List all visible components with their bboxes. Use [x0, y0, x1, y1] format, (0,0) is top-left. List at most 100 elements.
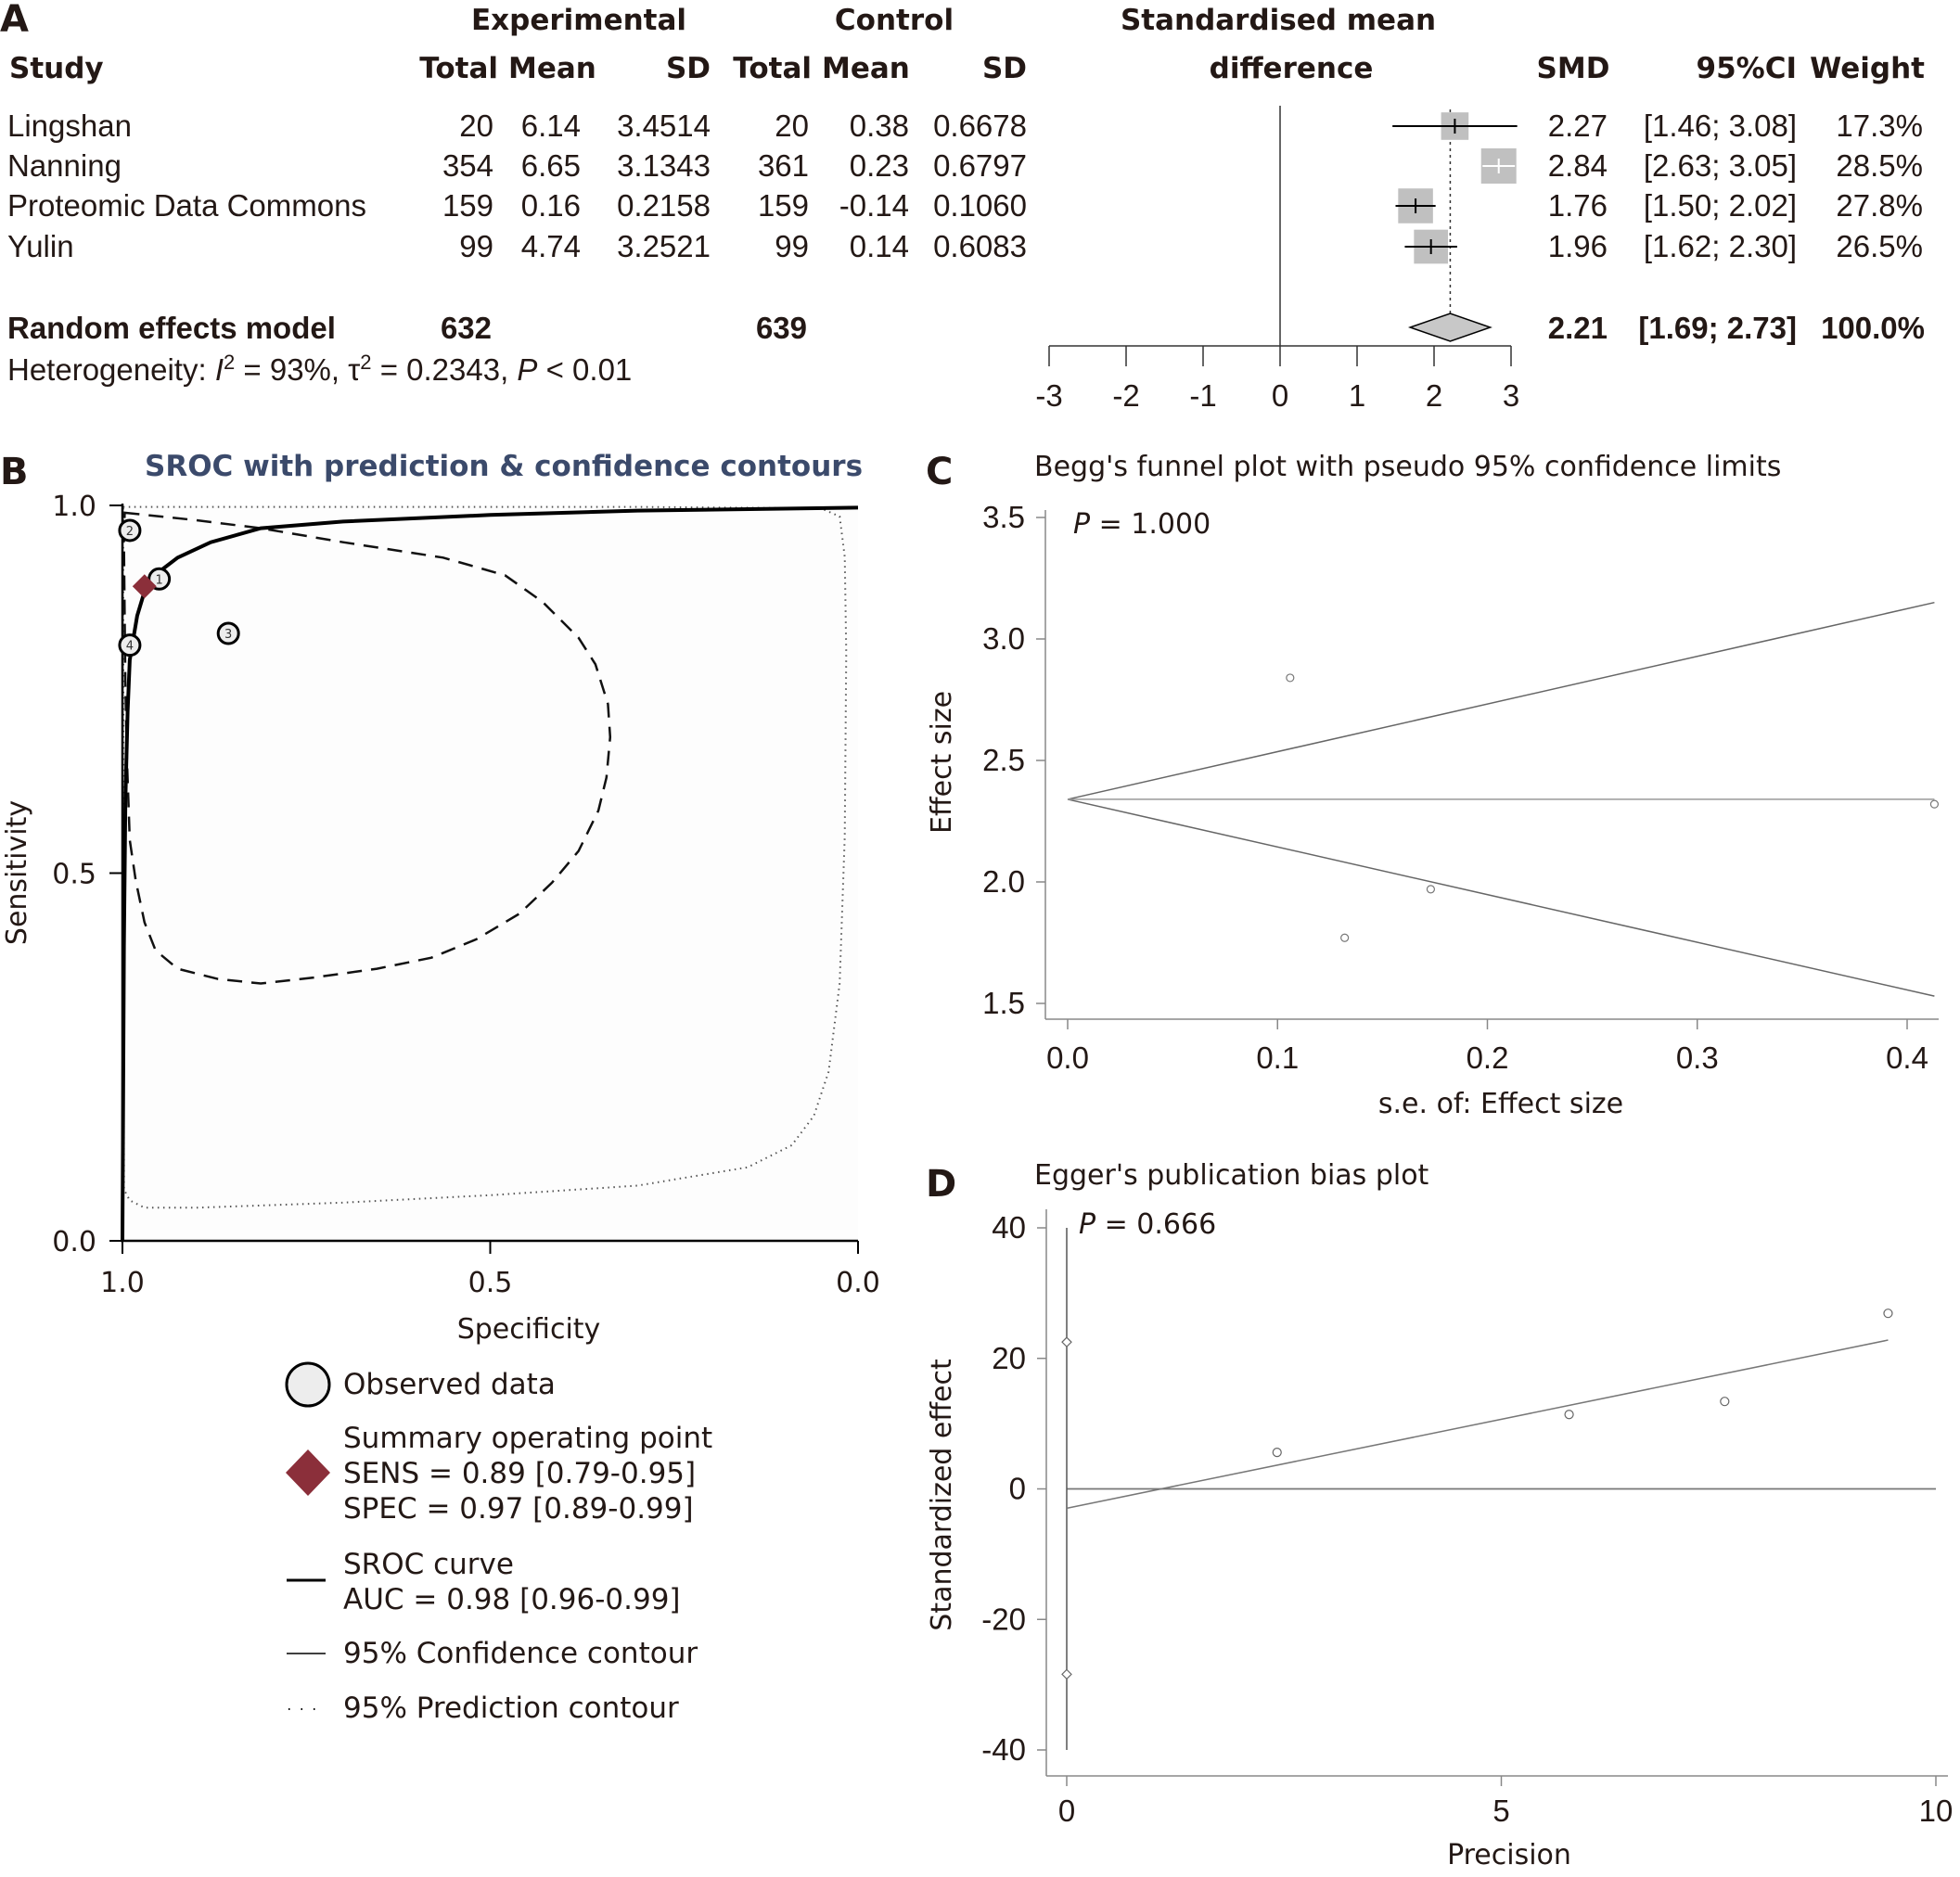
p-value: < 0.01	[537, 352, 632, 387]
smd-value: 2.84	[1548, 148, 1608, 183]
header-ctrl-total: Total	[733, 52, 812, 85]
egger-regression-line	[1066, 1339, 1889, 1510]
exp-mean: 0.16	[521, 188, 581, 223]
forest-x-tick-label: 0	[1272, 378, 1288, 413]
exp-sd: 0.2158	[617, 188, 711, 223]
forest-x-tick-label: -2	[1112, 378, 1139, 413]
ctrl-total: 159	[758, 188, 809, 223]
sroc-y-tick-label: 0.0	[52, 1226, 96, 1258]
begg-p-value: = 1.000	[1090, 508, 1211, 541]
legend-summary-line3: SPEC = 0.97 [0.89-0.99]	[343, 1492, 694, 1526]
exp-mean: 6.65	[521, 148, 581, 183]
summary-smd: 2.21	[1548, 311, 1608, 345]
header-exp-total: Total	[419, 52, 498, 85]
exp-total: 159	[442, 188, 493, 223]
sroc-x-axis-title: Specificity	[457, 1313, 601, 1346]
begg-y-tick-label: 2.5	[982, 743, 1025, 777]
weight-value: 26.5%	[1836, 229, 1923, 263]
smd-value: 1.76	[1548, 188, 1608, 223]
p-symbol: P	[517, 352, 537, 387]
legend-sroc-curve-line1: SROC curve	[343, 1548, 514, 1581]
egger-y-tick-label: 0	[1009, 1472, 1026, 1506]
ci-value: [1.50; 2.02]	[1644, 188, 1797, 223]
egger-x-tick-label: 10	[1919, 1794, 1954, 1828]
ci-value: [1.46; 3.08]	[1644, 109, 1797, 143]
begg-title: Begg's funnel plot with pseudo 95% confi…	[1034, 451, 1781, 483]
sroc-observed-point: 4	[118, 633, 142, 658]
sroc-summary-point	[132, 574, 157, 599]
header-smd: SMD	[1537, 52, 1610, 85]
smd-value: 2.27	[1548, 109, 1608, 143]
forest-x-tick-label: 3	[1503, 378, 1519, 413]
ctrl-total: 20	[775, 109, 809, 143]
weight-value: 28.5%	[1836, 148, 1923, 183]
study-name: Nanning	[7, 148, 122, 183]
forest-x-tick-label: -3	[1035, 378, 1062, 413]
begg-y-tick-label: 2.0	[982, 864, 1025, 899]
observed-study-number: 1	[156, 573, 163, 587]
observed-circle	[216, 621, 240, 645]
begg-study-point	[1426, 885, 1436, 894]
forest-x-tick-label: -1	[1189, 378, 1216, 413]
ctrl-sd: 0.1060	[933, 188, 1027, 223]
summary-ctrl-total: 639	[756, 311, 807, 345]
sroc-y-tick-label: 0.5	[52, 859, 96, 891]
egger-study-point	[1564, 1410, 1574, 1420]
sroc-plot-background	[122, 505, 858, 1241]
forest-x-tick-label: 1	[1349, 378, 1365, 413]
legend-prediction-label: 95% Prediction contour	[343, 1692, 679, 1725]
summary-exp-total: 632	[441, 311, 492, 345]
i2-value: = 93%,	[235, 352, 348, 387]
begg-p-annotation: P = 1.000	[1073, 508, 1211, 541]
egger-x-tick-label: 0	[1058, 1794, 1075, 1828]
forest-summary-diamond	[1407, 313, 1492, 342]
begg-x-tick-label: 0.2	[1467, 1041, 1509, 1075]
begg-study-point	[1340, 933, 1350, 942]
exp-total: 354	[442, 148, 493, 183]
egger-intercept-ci-marker	[1061, 1668, 1072, 1680]
legend-observed-label: Observed data	[343, 1368, 556, 1401]
begg-x-tick-label: 0.0	[1046, 1041, 1089, 1075]
sroc-title: SROC with prediction & confidence contou…	[145, 450, 863, 483]
weight-value: 17.3%	[1836, 109, 1923, 143]
egger-y-axis-title: Standardized effect	[926, 1359, 958, 1631]
observed-study-number: 2	[126, 525, 134, 539]
study-name: Yulin	[7, 229, 74, 263]
exp-sd: 3.2521	[617, 229, 711, 263]
sroc-x-tick-label: 0.0	[836, 1267, 880, 1299]
egger-plot-area: -40 -20 0 20 40 0 5 10	[981, 1209, 1953, 1828]
sroc-y-axis-title: Sensitivity	[1, 800, 33, 945]
forest-x-tick-label: 2	[1426, 378, 1442, 413]
ctrl-mean: 0.23	[850, 148, 909, 183]
begg-y-axis-title: Effect size	[926, 691, 958, 834]
legend-confidence-label: 95% Confidence contour	[343, 1637, 698, 1670]
begg-x-axis-title: s.e. of: Effect size	[1378, 1088, 1623, 1120]
egger-intercept-ci-marker	[1061, 1336, 1072, 1348]
tau-symbol: τ	[348, 352, 360, 387]
study-name: Proteomic Data Commons	[7, 188, 366, 223]
heterogeneity-text: Heterogeneity: I2 = 93%, τ2 = 0.2343, P …	[7, 351, 632, 387]
begg-study-point	[1286, 673, 1295, 683]
begg-y-tick-label: 3.5	[982, 500, 1025, 534]
exp-mean: 6.14	[521, 109, 581, 143]
header-weight: Weight	[1810, 52, 1925, 85]
panel-b-sroc: B SROC with prediction & confidence cont…	[0, 450, 880, 1725]
study-name: Lingshan	[7, 109, 132, 143]
header-smd-line1: Standardised mean	[1121, 4, 1436, 37]
smd-value: 1.96	[1548, 229, 1608, 263]
header-exp-sd: SD	[666, 52, 711, 85]
panel-d-egger: D Egger's publication bias plot P = 0.66…	[926, 1159, 1953, 1871]
exp-mean: 4.74	[521, 229, 581, 263]
legend-observed-marker	[285, 1361, 331, 1408]
header-control: Control	[835, 4, 954, 37]
exp-sd: 3.1343	[617, 148, 711, 183]
panel-label-c: C	[926, 451, 953, 493]
begg-plot-area: 1.5 2.0 2.5 3.0 3.5 0.0 0.1 0.2 0.3 0.4	[982, 500, 1940, 1075]
egger-y-tick-label: -40	[981, 1732, 1026, 1767]
ctrl-mean: -0.14	[839, 188, 909, 223]
summary-ci: [1.69; 2.73]	[1638, 311, 1797, 345]
forest-rows: Lingshan 20 6.14 3.4514 20 0.38 0.6678 2.27 [1.4…	[7, 109, 1923, 263]
begg-y-tick-label: 1.5	[982, 986, 1025, 1020]
egger-y-tick-label: 20	[992, 1341, 1026, 1375]
